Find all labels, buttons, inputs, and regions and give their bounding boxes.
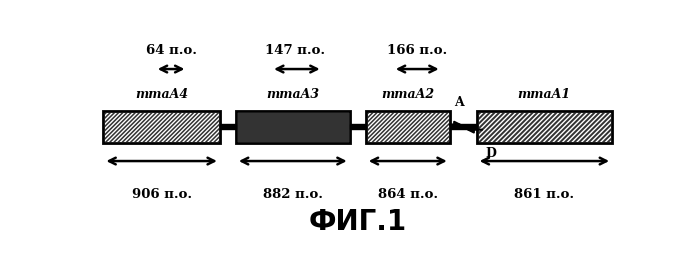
Bar (350, 124, 366, 129)
Bar (450, 124, 477, 129)
Text: D: D (486, 147, 497, 160)
Bar (477, 111, 612, 143)
Text: A: A (454, 96, 463, 109)
Text: ФИГ.1: ФИГ.1 (309, 207, 407, 235)
Text: mmaA3: mmaA3 (266, 88, 320, 101)
Text: mmaA2: mmaA2 (381, 88, 434, 101)
Bar (366, 111, 450, 143)
Text: mmaA1: mmaA1 (518, 88, 571, 101)
Bar (220, 124, 236, 129)
Bar (236, 111, 350, 143)
Text: 864 п.о.: 864 п.о. (378, 188, 438, 201)
Text: 147 п.о.: 147 п.о. (265, 44, 325, 57)
Bar (236, 111, 350, 143)
Text: 166 п.о.: 166 п.о. (387, 44, 447, 57)
Text: 861 п.о.: 861 п.о. (514, 188, 574, 201)
Bar (366, 111, 450, 143)
Text: 906 п.о.: 906 п.о. (131, 188, 192, 201)
Text: mmaA4: mmaA4 (135, 88, 188, 101)
Bar (103, 111, 220, 143)
Bar (103, 111, 220, 143)
Bar (103, 111, 220, 143)
Bar (477, 111, 612, 143)
Bar (236, 111, 350, 143)
Bar (477, 111, 612, 143)
Bar (366, 111, 450, 143)
Text: 64 п.о.: 64 п.о. (146, 44, 197, 57)
Text: 882 п.о.: 882 п.о. (263, 188, 322, 201)
